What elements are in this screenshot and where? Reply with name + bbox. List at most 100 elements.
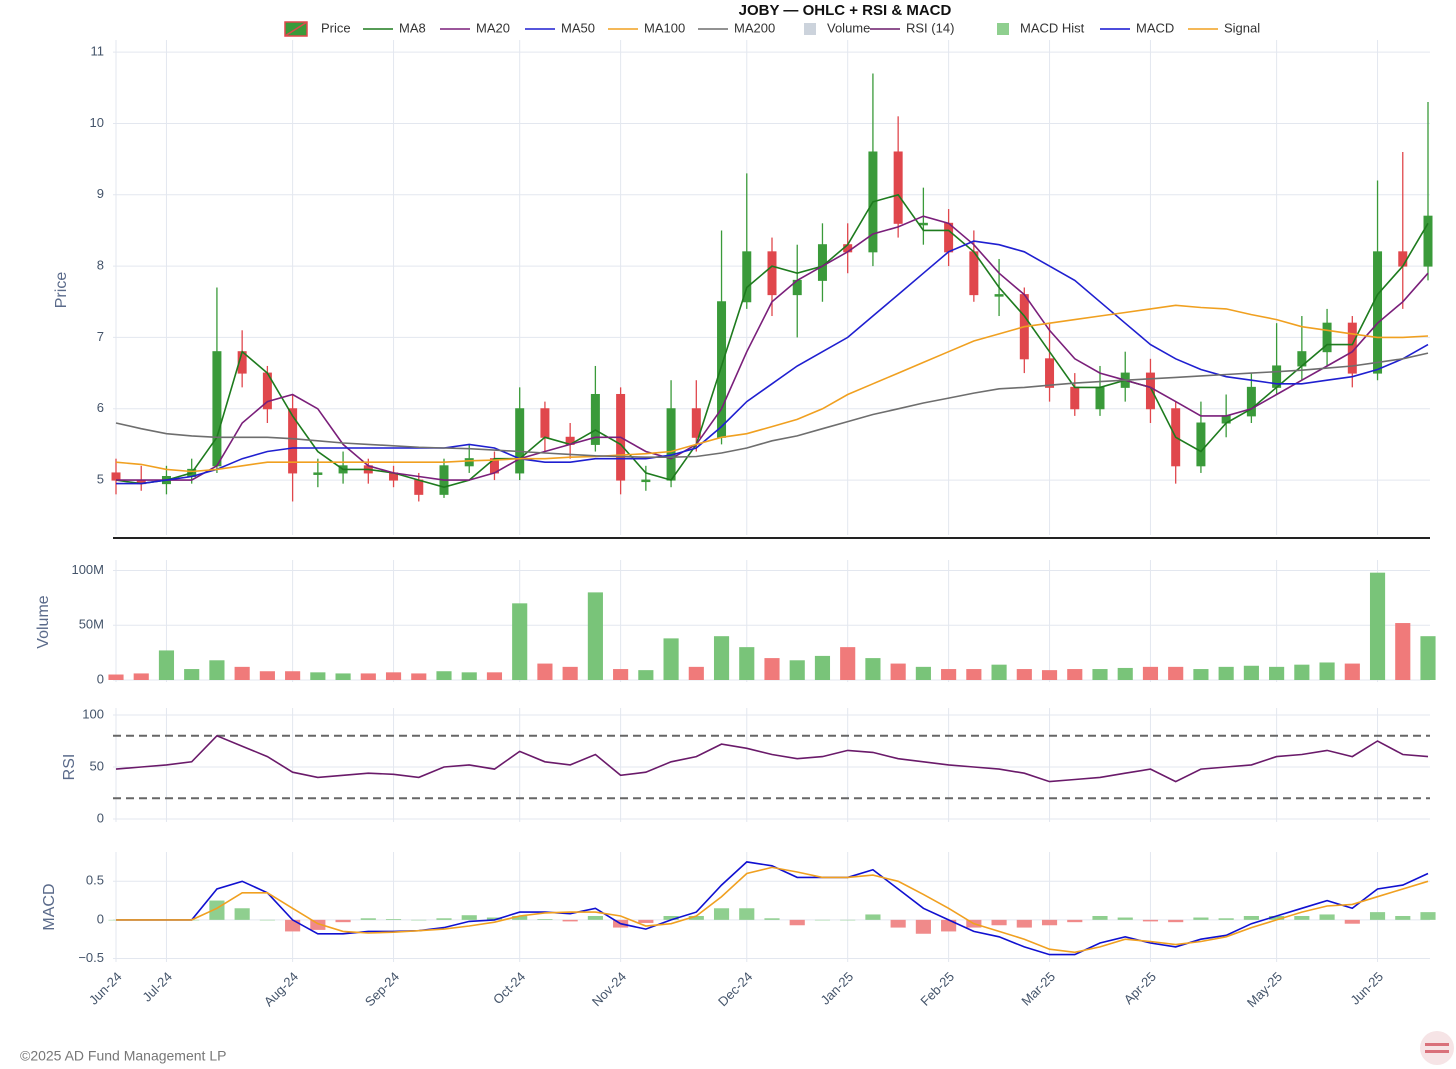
hist-bar	[360, 918, 376, 920]
volume-bar	[1420, 636, 1436, 680]
legend-label: RSI (14)	[906, 20, 954, 35]
volume-bar	[512, 603, 528, 680]
candle-body	[717, 301, 727, 438]
y-tick-label: 50M	[79, 617, 104, 632]
candle-body	[1373, 251, 1383, 374]
hist-bar	[1319, 914, 1335, 920]
hist-bar	[1369, 912, 1386, 920]
hist-bar	[512, 915, 528, 920]
x-tick-label: Oct-24	[490, 969, 528, 1007]
hist-bar	[259, 919, 275, 921]
y-tick-label: 9	[97, 186, 104, 201]
volume-bar	[890, 663, 906, 680]
line-series	[116, 866, 1429, 954]
candle-body	[969, 251, 979, 296]
hist-bar	[234, 908, 250, 920]
volume-bar	[991, 664, 1007, 680]
y-tick-label: 5	[97, 472, 104, 487]
panel: −0.5 0 0.5 MACD	[41, 852, 1436, 965]
x-tick-label: Nov-24	[589, 969, 629, 1009]
volume-bar	[764, 658, 780, 680]
x-tick-label: Mar-25	[1018, 969, 1058, 1009]
hist-bar	[941, 919, 957, 932]
volume-bar	[285, 671, 301, 680]
candle-body	[1070, 386, 1080, 410]
y-tick-label: 100M	[71, 562, 104, 577]
y-tick-label: 50	[90, 758, 104, 773]
line-series	[116, 240, 1429, 485]
legend-label: MA100	[644, 20, 685, 35]
volume-bar	[411, 673, 427, 680]
hist-bar	[587, 915, 603, 920]
panel: 5 6 7 8 9 10 11 Price	[53, 40, 1433, 535]
x-tick-label: Aug-24	[261, 969, 301, 1009]
volume-bar	[1269, 666, 1285, 680]
volume-bar	[158, 650, 175, 680]
line-series	[115, 352, 1429, 458]
candle-body	[918, 222, 928, 226]
legend-icon	[804, 23, 816, 35]
legend-icon	[997, 23, 1009, 35]
volume-bar	[1168, 666, 1184, 680]
legend-label: MA200	[734, 20, 775, 35]
candle-body	[994, 294, 1004, 297]
volume-bar	[713, 636, 730, 680]
legend-label: MA8	[399, 20, 426, 35]
y-axis-title: RSI	[61, 754, 78, 781]
hist-bar	[789, 919, 805, 926]
volume-bar	[461, 672, 477, 680]
legend-icon	[284, 21, 308, 37]
volume-bar	[1142, 666, 1159, 680]
volume-bar	[814, 655, 831, 680]
hist-bar	[461, 915, 477, 920]
volume-bar	[360, 673, 376, 680]
line-series	[116, 861, 1429, 956]
y-axis-title: Volume	[35, 595, 52, 648]
line-series	[115, 304, 1429, 473]
volume-bar	[1395, 623, 1411, 680]
y-tick-label: 6	[97, 400, 104, 415]
chart-title: JOBY — OHLC + RSI & MACD	[739, 2, 952, 19]
volume-bar	[209, 660, 225, 680]
volume-bar	[915, 666, 931, 680]
y-tick-label: −0.5	[78, 950, 104, 965]
volume-bar	[638, 670, 654, 680]
volume-bar	[335, 673, 351, 680]
volume-bar	[1344, 663, 1360, 680]
hist-bar	[1243, 915, 1259, 920]
hist-bar	[688, 915, 704, 920]
volume-bar	[1092, 669, 1108, 680]
panel: 0 50 100 RSI	[61, 706, 1430, 825]
candle-body	[1095, 386, 1105, 410]
y-tick-label: 8	[97, 258, 104, 273]
hist-bar	[638, 919, 654, 923]
y-tick-label: 0	[97, 911, 104, 926]
hist-bar	[1420, 912, 1436, 920]
x-tick-label: Dec-24	[715, 969, 755, 1009]
volume-bar	[966, 669, 982, 680]
volume-bar	[1193, 669, 1209, 680]
hist-bar	[814, 919, 831, 921]
hist-bar	[1117, 917, 1133, 920]
hist-bar	[385, 919, 402, 920]
volume-bar	[259, 671, 275, 680]
candle-body	[817, 244, 827, 281]
y-tick-label: 7	[97, 329, 104, 344]
candle-body	[212, 351, 222, 467]
hist-bar	[335, 919, 351, 923]
hist-bar	[1016, 919, 1032, 928]
hist-bar	[840, 919, 856, 921]
legend-label: Signal	[1224, 20, 1260, 35]
legend-label: MACD Hist	[1020, 20, 1085, 35]
legend-label: MA20	[476, 20, 510, 35]
volume-bar	[234, 666, 250, 680]
y-tick-label: 0	[97, 671, 104, 686]
candle-body	[691, 408, 701, 438]
hist-bar	[1344, 919, 1360, 924]
hist-bar	[1218, 918, 1234, 920]
candle-body	[893, 151, 903, 224]
hist-bar	[1193, 917, 1209, 920]
hist-bar	[663, 915, 679, 920]
x-tick-label: Apr-25	[1121, 969, 1159, 1007]
